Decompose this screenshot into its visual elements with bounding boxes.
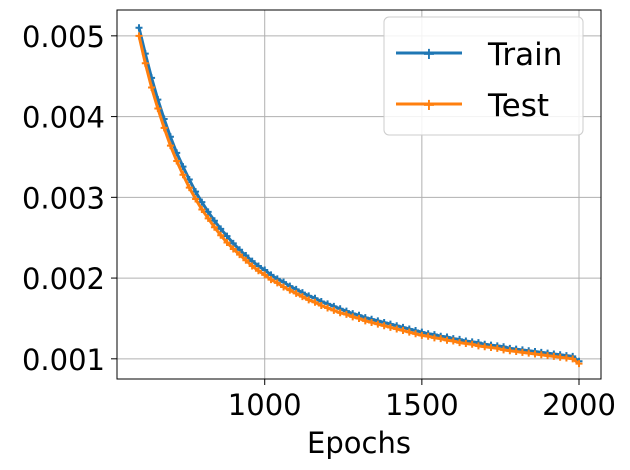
data-point xyxy=(405,328,413,336)
data-point xyxy=(223,239,231,247)
data-point xyxy=(198,205,206,213)
data-point xyxy=(481,343,489,351)
legend: + Train + Test xyxy=(383,16,584,136)
y-tick-label: 0.001 xyxy=(22,343,105,377)
data-point xyxy=(166,142,174,150)
data-point xyxy=(298,293,306,301)
y-tick-label: 0.003 xyxy=(22,181,105,215)
data-point xyxy=(286,286,294,294)
x-axis-label: Epochs xyxy=(307,426,411,460)
tick-layer: 1000 1500 2000 0.001 0.002 0.003 0.004 0.005 xyxy=(22,20,616,422)
data-point xyxy=(380,322,388,330)
y-tick-label: 0.004 xyxy=(22,101,105,135)
data-point xyxy=(217,231,225,239)
data-point xyxy=(506,347,514,355)
data-point xyxy=(135,32,143,40)
data-point xyxy=(292,289,300,297)
data-point xyxy=(204,208,212,216)
data-point xyxy=(267,276,275,284)
data-point xyxy=(342,310,350,318)
legend-label-train: Train xyxy=(487,37,562,73)
data-point xyxy=(449,337,457,345)
y-tick-label: 0.005 xyxy=(22,20,105,54)
data-point xyxy=(280,283,288,291)
data-point xyxy=(424,332,432,340)
data-point xyxy=(386,323,394,331)
data-point xyxy=(430,334,438,342)
data-point xyxy=(248,262,256,270)
data-point xyxy=(537,351,545,359)
legend-marker-train: + xyxy=(422,44,435,63)
data-point xyxy=(355,314,363,322)
data-point xyxy=(487,344,495,352)
data-point xyxy=(185,184,193,192)
data-point xyxy=(210,223,218,231)
data-point xyxy=(204,214,212,222)
legend-label-test: Test xyxy=(487,88,549,124)
x-tick-label: 1500 xyxy=(385,388,459,422)
data-point xyxy=(412,330,420,338)
data-point xyxy=(217,225,225,233)
y-tick-label: 0.002 xyxy=(22,262,105,296)
data-point xyxy=(229,245,237,253)
data-point xyxy=(556,353,564,361)
x-tick-label: 2000 xyxy=(542,388,616,422)
data-point xyxy=(160,124,168,132)
data-point xyxy=(437,335,445,343)
data-point xyxy=(474,342,482,350)
data-point xyxy=(374,320,382,328)
data-point xyxy=(336,309,344,317)
data-point xyxy=(317,302,325,310)
data-point xyxy=(575,360,583,368)
data-point xyxy=(531,350,539,358)
legend-box xyxy=(383,16,584,136)
x-tick-label: 1000 xyxy=(228,388,302,422)
data-point xyxy=(493,344,501,352)
legend-marker-test: + xyxy=(422,95,435,114)
data-point xyxy=(141,59,149,67)
data-point xyxy=(418,331,426,339)
data-point xyxy=(198,198,206,206)
data-point xyxy=(562,354,570,362)
data-point xyxy=(544,352,552,360)
data-point xyxy=(399,327,407,335)
data-point xyxy=(311,298,319,306)
data-point xyxy=(261,271,269,279)
data-point xyxy=(456,339,464,347)
data-point xyxy=(242,256,250,264)
data-point xyxy=(393,325,401,333)
data-point xyxy=(173,157,181,165)
series-layer xyxy=(135,24,583,368)
data-point xyxy=(210,217,218,225)
data-point xyxy=(148,84,156,92)
data-point xyxy=(254,267,262,275)
data-point xyxy=(154,105,162,113)
data-point xyxy=(468,340,476,348)
data-point xyxy=(443,336,451,344)
data-point xyxy=(500,346,508,354)
data-point xyxy=(305,296,313,304)
data-point xyxy=(349,313,357,321)
data-point xyxy=(223,232,231,240)
data-point xyxy=(179,171,187,179)
data-point xyxy=(518,348,526,356)
series-test xyxy=(135,32,583,368)
data-point xyxy=(550,352,558,360)
data-point xyxy=(512,348,520,356)
data-point xyxy=(569,355,577,363)
data-point xyxy=(330,306,338,314)
data-point xyxy=(525,349,533,357)
data-point xyxy=(236,251,244,259)
plot-frame xyxy=(116,9,602,380)
data-point xyxy=(462,339,470,347)
data-point xyxy=(324,304,332,312)
data-point xyxy=(361,317,369,325)
data-point xyxy=(135,24,143,32)
data-point xyxy=(368,318,376,326)
data-point xyxy=(192,195,200,203)
data-point xyxy=(273,279,281,287)
